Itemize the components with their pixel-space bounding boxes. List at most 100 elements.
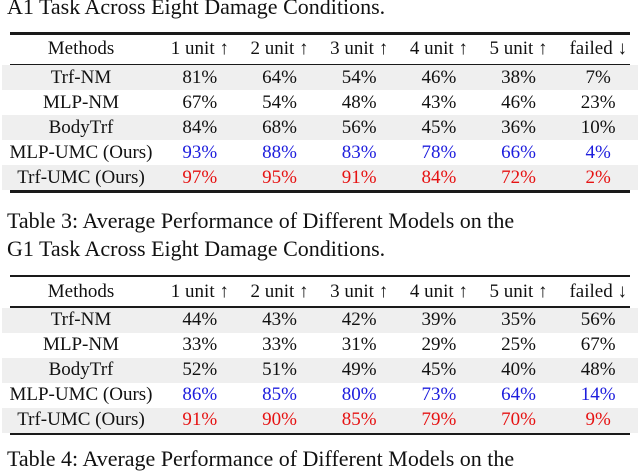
value-cell: 48%: [580, 359, 616, 381]
table-row: MLP-NM 33% 33% 31% 29% 25% 67%: [2, 333, 638, 358]
value-cell: 42%: [341, 309, 377, 331]
value-cell: 84%: [421, 166, 457, 188]
value-cell: 90%: [262, 409, 297, 431]
column-header: 1 unit ↑: [170, 38, 229, 59]
value-cell: 43%: [421, 91, 457, 113]
value-cell: 97%: [182, 166, 218, 188]
table-row: Trf-UMC (Ours) 91% 90% 85% 79% 70% 9%: [2, 407, 638, 433]
column-header: 5 unit ↑: [489, 280, 548, 302]
method-cell: MLP-UMC (Ours): [9, 384, 153, 406]
value-cell: 85%: [341, 409, 377, 431]
value-cell: 46%: [421, 66, 457, 88]
table-row: MLP-UMC (Ours) 93% 88% 83% 78% 66% 4%: [2, 140, 638, 165]
value-cell: 84%: [182, 116, 218, 138]
table-header-row: Methods 1 unit ↑ 2 unit ↑ 3 unit ↑ 4 unit ↑ 5…: [2, 277, 638, 306]
value-cell: 29%: [421, 334, 457, 356]
table3-caption-line1: Table 3: Average Performance of Differen…: [7, 207, 515, 233]
value-cell: 86%: [182, 384, 218, 406]
results-table-g1: Methods 1 unit ↑ 2 unit ↑ 3 unit ↑ 4 unit ↑ 5…: [2, 274, 638, 436]
table-row: Trf-NM 44% 43% 42% 39% 35% 56%: [2, 307, 638, 333]
value-cell: 51%: [262, 359, 297, 381]
value-cell: 23%: [580, 91, 616, 113]
table-rule: [10, 432, 630, 436]
column-header: 4 unit ↑: [409, 280, 468, 302]
table4-caption-fragment: Table 4: Average Performance of Differen…: [7, 446, 515, 472]
value-cell: 2%: [585, 166, 611, 188]
value-cell: 68%: [262, 116, 297, 138]
column-header: failed ↓: [569, 38, 627, 59]
column-header: 4 unit ↑: [409, 38, 468, 59]
value-cell: 45%: [421, 116, 457, 138]
value-cell: 31%: [341, 334, 377, 356]
value-cell: 40%: [501, 359, 536, 381]
table-rule: [10, 32, 630, 35]
value-cell: 88%: [262, 141, 297, 163]
table-row: Trf-NM 81% 64% 54% 46% 38% 7%: [2, 65, 638, 91]
column-header: 1 unit ↑: [170, 280, 229, 302]
method-cell: BodyTrf: [48, 116, 114, 138]
value-cell: 45%: [421, 359, 457, 381]
value-cell: 66%: [501, 141, 536, 163]
value-cell: 49%: [341, 359, 377, 381]
table-header-row: Methods 1 unit ↑ 2 unit ↑ 3 unit ↑ 4 unit ↑ 5…: [2, 35, 638, 64]
value-cell: 39%: [421, 309, 457, 331]
table-rule: [10, 306, 630, 308]
table-rule: [10, 63, 630, 66]
value-cell: 64%: [501, 384, 536, 406]
value-cell: 67%: [580, 334, 616, 356]
value-cell: 33%: [262, 334, 297, 356]
table3-caption: Table 3: Average Performance of Differen…: [0, 207, 640, 263]
value-cell: 70%: [501, 409, 536, 431]
value-cell: 44%: [182, 309, 218, 331]
column-header: 2 unit ↑: [250, 38, 309, 59]
table-rule: [10, 190, 630, 193]
value-cell: 9%: [585, 409, 611, 431]
method-cell: MLP-NM: [42, 91, 119, 113]
value-cell: 73%: [421, 384, 457, 406]
column-header: 3 unit ↑: [330, 38, 389, 59]
method-cell: MLP-NM: [42, 334, 119, 356]
value-cell: 83%: [341, 141, 377, 163]
value-cell: 14%: [580, 384, 616, 406]
table3-caption-line2: G1 Task Across Eight Damage Conditions.: [7, 235, 386, 261]
value-cell: 64%: [262, 66, 297, 88]
value-cell: 43%: [262, 309, 297, 331]
column-header: 2 unit ↑: [250, 280, 309, 302]
value-cell: 10%: [580, 116, 616, 138]
value-cell: 91%: [341, 166, 377, 188]
column-header: Methods: [47, 280, 115, 302]
method-cell: Trf-NM: [50, 66, 112, 88]
value-cell: 52%: [182, 359, 218, 381]
value-cell: 72%: [501, 166, 536, 188]
column-header: 5 unit ↑: [489, 38, 548, 59]
value-cell: 91%: [182, 409, 218, 431]
value-cell: 67%: [182, 91, 218, 113]
value-cell: 85%: [262, 384, 297, 406]
value-cell: 25%: [501, 334, 536, 356]
value-cell: 54%: [341, 66, 377, 88]
method-cell: Trf-UMC (Ours): [17, 166, 145, 188]
value-cell: 36%: [501, 116, 536, 138]
table-row: BodyTrf 84% 68% 56% 45% 36% 10%: [2, 115, 638, 141]
table2-caption-fragment: A1 Task Across Eight Damage Conditions.: [7, 0, 386, 19]
method-cell: Trf-UMC (Ours): [17, 409, 145, 431]
column-header: failed ↓: [569, 280, 627, 302]
table-row: BodyTrf 52% 51% 49% 45% 40% 48%: [2, 357, 638, 383]
value-cell: 78%: [421, 141, 457, 163]
value-cell: 93%: [182, 141, 218, 163]
value-cell: 95%: [262, 166, 297, 188]
table-row: MLP-NM 67% 54% 48% 43% 46% 23%: [2, 90, 638, 115]
method-cell: Trf-NM: [50, 309, 112, 331]
value-cell: 38%: [501, 66, 536, 88]
value-cell: 35%: [501, 309, 536, 331]
column-header: Methods: [47, 38, 115, 59]
value-cell: 56%: [341, 116, 377, 138]
value-cell: 4%: [585, 141, 611, 163]
value-cell: 54%: [262, 91, 297, 113]
table-rule: [10, 274, 630, 278]
value-cell: 80%: [341, 384, 377, 406]
value-cell: 46%: [501, 91, 536, 113]
results-table-a1: Methods 1 unit ↑ 2 unit ↑ 3 unit ↑ 4 unit ↑ 5…: [2, 32, 638, 193]
table-row: Trf-UMC (Ours) 97% 95% 91% 84% 72% 2%: [2, 165, 638, 191]
